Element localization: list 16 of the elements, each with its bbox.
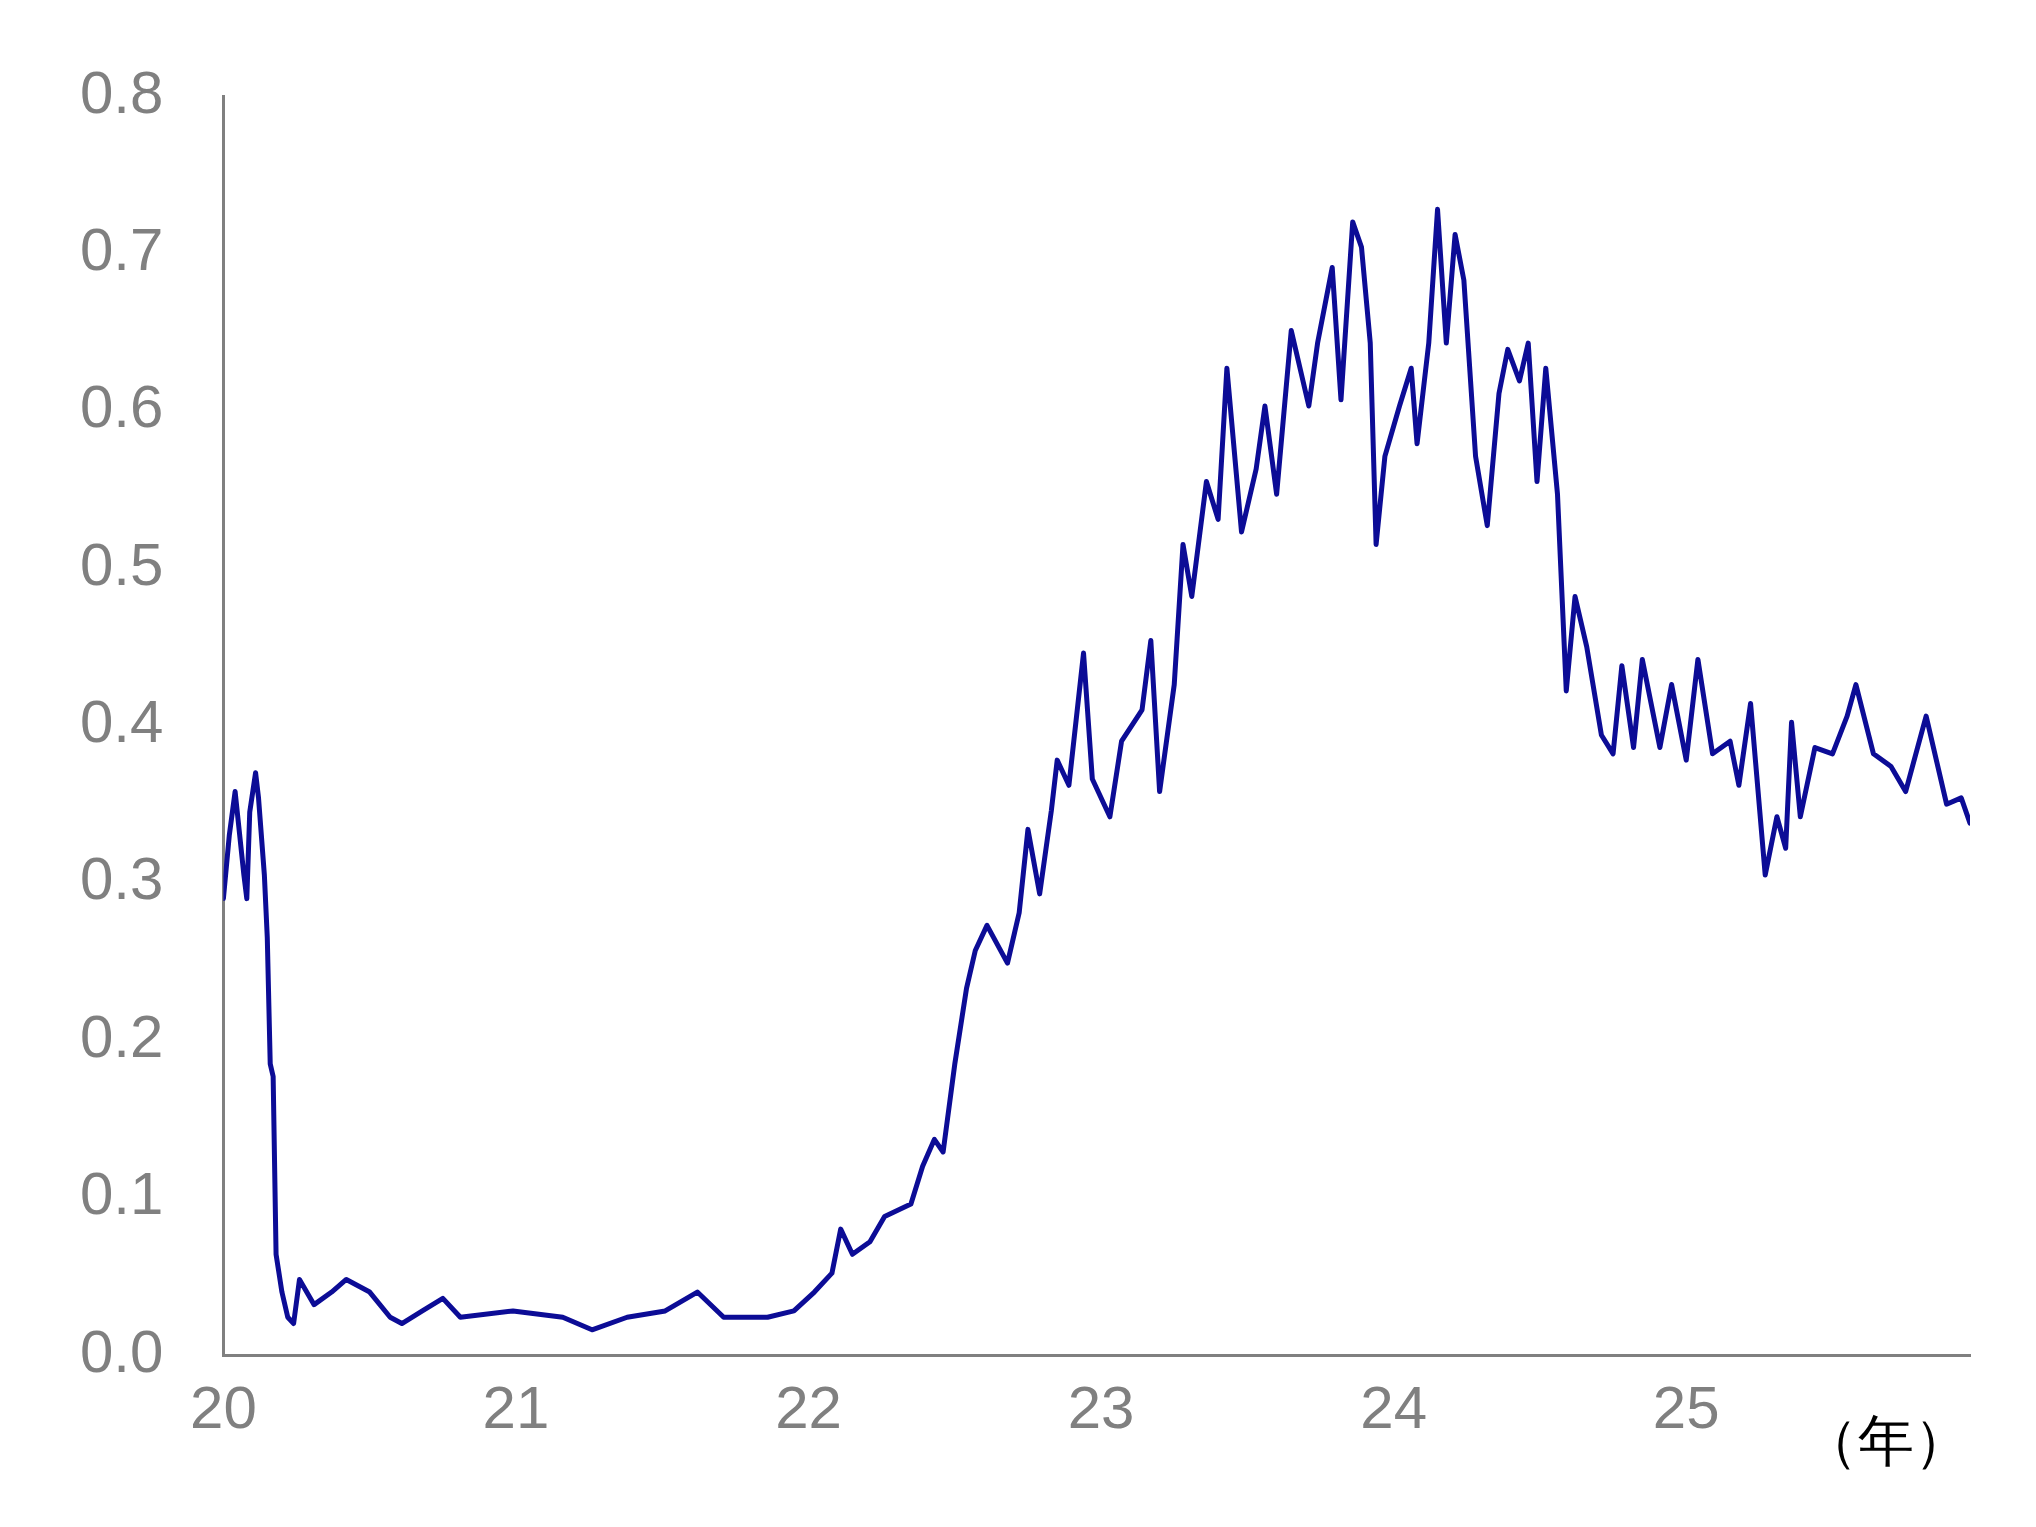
y-tick-label: 0.5 [79,530,164,598]
y-tick-label: 0.4 [79,688,164,756]
x-tick-label: 21 [482,1373,550,1441]
x-tick-label: 24 [1360,1373,1428,1441]
y-tick-label: 0.6 [79,373,164,441]
x-axis-title: （年） [1802,1409,1970,1473]
x-tick-label: 20 [190,1373,257,1441]
y-tick-label: 0.8 [79,58,164,126]
y-tick-label: 0.0 [79,1317,164,1385]
y-tick-label: 0.7 [79,215,164,283]
x-tick-label: 22 [775,1373,842,1441]
y-tick-label: 0.3 [79,845,164,913]
x-tick-label: 23 [1067,1373,1135,1441]
y-tick-label: 0.1 [79,1160,164,1228]
x-tick-label: 25 [1652,1373,1720,1441]
y-tick-label: 0.2 [79,1002,164,1070]
